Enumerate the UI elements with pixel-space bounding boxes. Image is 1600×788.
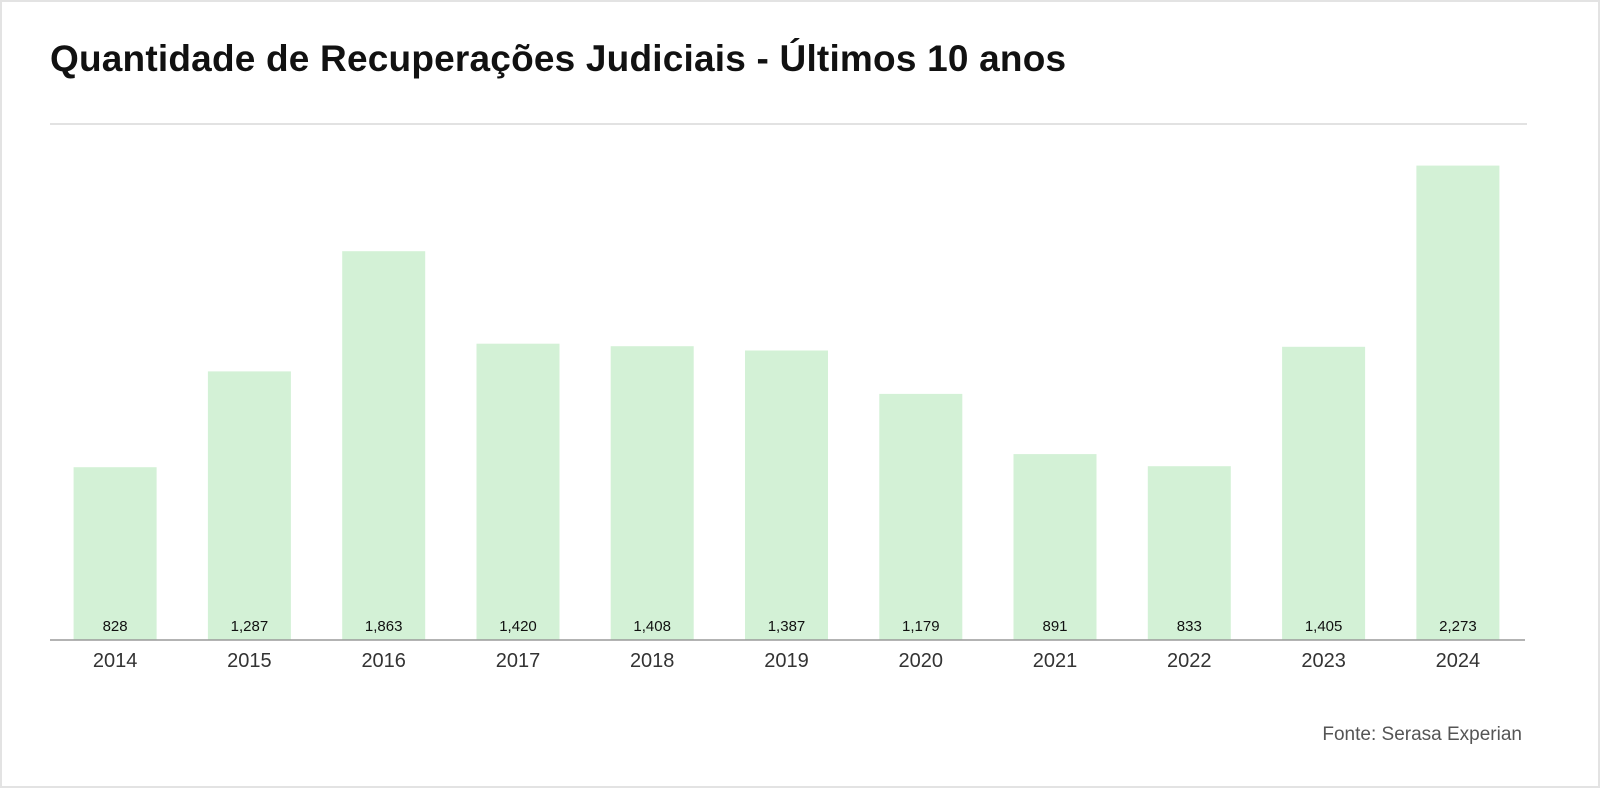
x-tick-label-2022: 2022 [1167, 650, 1212, 672]
data-label-2016: 1,863 [365, 618, 403, 635]
x-tick-label-2016: 2016 [361, 650, 406, 672]
title-divider [50, 123, 1527, 125]
source-note: Fonte: Serasa Experian [1322, 724, 1522, 745]
data-label-2020: 1,179 [902, 618, 940, 635]
x-tick-label-2024: 2024 [1436, 650, 1481, 672]
x-tick-label-2017: 2017 [496, 650, 541, 672]
bar-2023 [1282, 346, 1366, 640]
x-tick-label-2020: 2020 [899, 650, 944, 672]
data-label-2022: 833 [1177, 618, 1202, 635]
bar-2021 [1013, 454, 1097, 640]
bar-2016 [342, 251, 426, 640]
x-tick-label-2023: 2023 [1301, 650, 1346, 672]
data-label-2023: 1,405 [1305, 618, 1343, 635]
bar-2015 [207, 371, 291, 640]
bar-2024 [1416, 165, 1500, 640]
data-label-2021: 891 [1042, 618, 1067, 635]
bar-2019 [745, 350, 828, 640]
x-tick-label-2019: 2019 [764, 650, 809, 672]
chart-title: Quantidade de Recuperações Judiciais - Ú… [50, 38, 1067, 79]
x-tick-label-2015: 2015 [227, 650, 272, 672]
data-label-2024: 2,273 [1439, 618, 1477, 635]
bar-2018 [610, 346, 694, 640]
data-label-2017: 1,420 [499, 618, 537, 635]
bar-2020 [879, 393, 963, 640]
x-tick-label-2021: 2021 [1033, 650, 1078, 672]
data-label-2018: 1,408 [633, 618, 671, 635]
bar-2022 [1147, 466, 1231, 640]
data-label-2014: 828 [103, 618, 128, 635]
data-label-2015: 1,287 [231, 618, 269, 635]
data-label-2019: 1,387 [768, 618, 806, 635]
bar-2014 [73, 467, 157, 640]
x-tick-label-2018: 2018 [630, 650, 675, 672]
x-tick-label-2014: 2014 [93, 650, 138, 672]
bar-2017 [476, 343, 560, 640]
